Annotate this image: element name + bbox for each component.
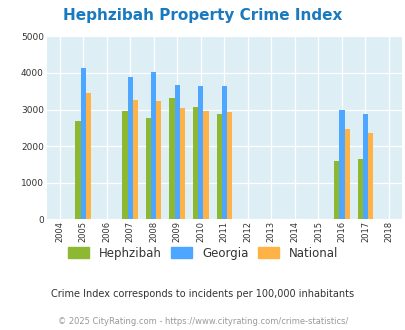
Bar — [339, 110, 344, 219]
Bar — [333, 161, 339, 219]
Bar — [216, 114, 221, 219]
Legend: Hephzibah, Georgia, National: Hephzibah, Georgia, National — [68, 247, 337, 260]
Bar — [85, 93, 91, 219]
Text: © 2025 CityRating.com - https://www.cityrating.com/crime-statistics/: © 2025 CityRating.com - https://www.city… — [58, 317, 347, 326]
Bar — [203, 112, 208, 219]
Bar — [156, 101, 161, 219]
Bar — [127, 77, 132, 219]
Bar — [362, 114, 367, 219]
Bar — [344, 129, 349, 219]
Bar — [151, 72, 156, 219]
Bar — [169, 98, 174, 219]
Bar — [198, 86, 203, 219]
Bar — [146, 118, 151, 219]
Bar — [192, 107, 198, 219]
Bar — [174, 85, 179, 219]
Bar — [80, 68, 85, 219]
Bar — [122, 112, 127, 219]
Bar — [357, 159, 362, 219]
Text: Crime Index corresponds to incidents per 100,000 inhabitants: Crime Index corresponds to incidents per… — [51, 289, 354, 299]
Bar — [226, 113, 232, 219]
Bar — [367, 133, 372, 219]
Bar — [179, 108, 185, 219]
Text: Hephzibah Property Crime Index: Hephzibah Property Crime Index — [63, 8, 342, 23]
Bar — [221, 86, 226, 219]
Bar — [75, 120, 80, 219]
Bar — [132, 100, 138, 219]
